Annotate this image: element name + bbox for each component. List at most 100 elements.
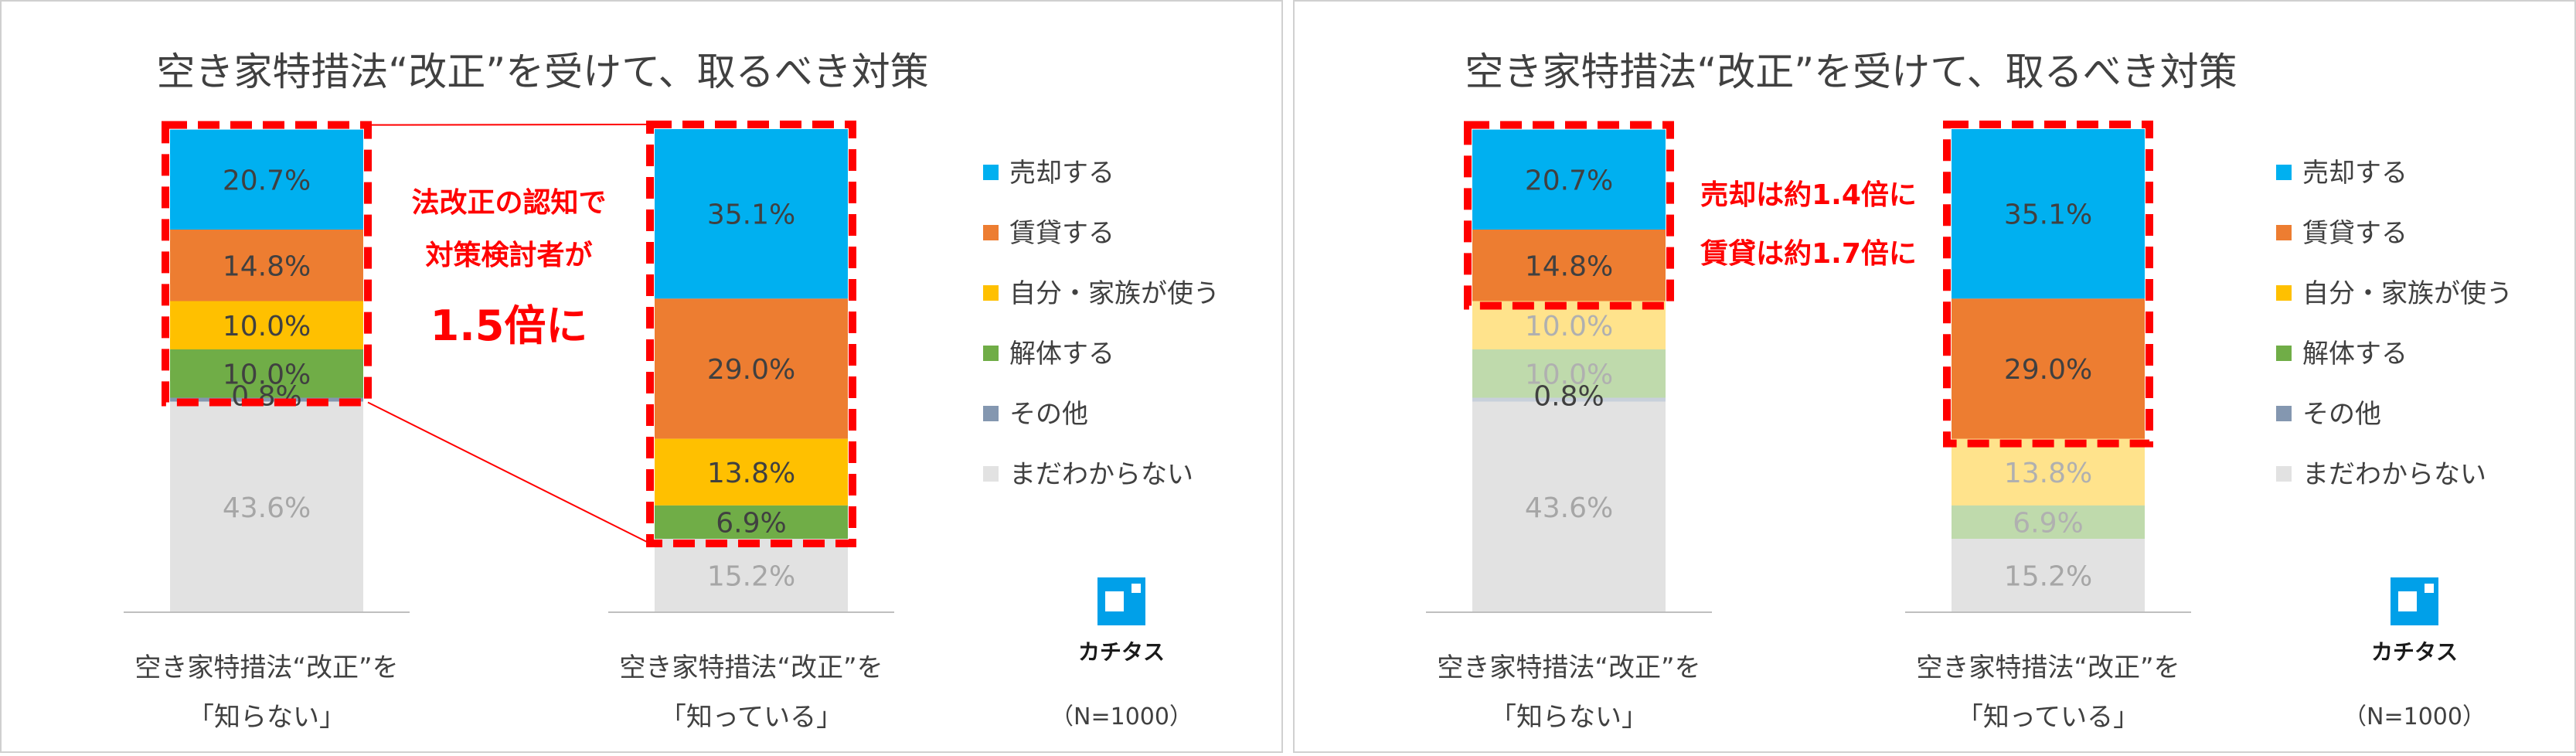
data-label-1-1: 29.0% (707, 354, 795, 386)
data-label-1-3: 6.9% (2013, 507, 2083, 539)
legend-label-0: 売却する (1009, 158, 1114, 189)
sample-size-note: （N=1000） (1050, 703, 1193, 730)
chart-title: 空き家特措法“改正”を受けて、取るべき対策 (156, 49, 928, 94)
data-label-1-0: 35.1% (707, 199, 795, 231)
data-label-0-4: 0.8% (231, 381, 301, 413)
chart-panel-left: 空き家特措法“改正”を受けて、取るべき対策 20.7% 14.8% 10.0% 10.0… (0, 0, 1283, 753)
kachitas-logo (2391, 577, 2438, 625)
logo-mark-inner (2398, 591, 2417, 611)
x-tick-label-0-b: 「知らない」 (1490, 702, 1648, 733)
logo-mark-dot (2425, 584, 2434, 593)
legend-swatch-3 (2276, 346, 2292, 361)
bar-segment-0-0 (170, 129, 363, 230)
x-tick-label-1-a: 空き家特措法“改正”を (1916, 652, 2180, 683)
bar-segment-0-5 (1472, 401, 1666, 612)
data-label-0-3: 10.0% (223, 359, 311, 390)
data-label-0-0: 20.7% (223, 165, 311, 196)
data-label-1-5: 15.2% (2004, 561, 2092, 593)
kachitas-logo (1097, 577, 1145, 625)
x-tick-label-1-b: 「知っている」 (1957, 702, 2139, 733)
bar-segment-0-4 (1472, 397, 1666, 402)
bar-segment-0-1 (1472, 230, 1666, 301)
bar-segment-1-2 (1952, 438, 2145, 506)
legend-label-3: 解体する (2302, 339, 2408, 369)
legend-label-5: まだわからない (1009, 459, 1193, 490)
logo-text: カチタス (2371, 639, 2458, 665)
data-label-1-2: 13.8% (707, 458, 795, 489)
legend-label-4: その他 (1009, 399, 1088, 430)
data-label-1-1: 29.0% (2004, 354, 2092, 386)
legend-swatch-0 (983, 165, 999, 180)
logo-mark-inner (1105, 591, 1124, 611)
legend-label-3: 解体する (1009, 339, 1114, 369)
bar-segment-0-1 (170, 230, 363, 301)
legend-swatch-1 (983, 225, 999, 240)
data-label-0-0: 20.7% (1525, 165, 1613, 196)
highlight-box-left (1464, 121, 1674, 310)
data-label-1-5: 15.2% (707, 561, 795, 593)
annotation-line-1: 売却は約1.4倍に (1700, 179, 1917, 211)
data-label-0-3: 10.0% (1525, 359, 1613, 390)
data-label-1-0: 35.1% (2004, 199, 2092, 231)
legend-swatch-5 (2276, 466, 2292, 482)
legend-swatch-4 (983, 406, 999, 421)
bar-segment-0-2 (170, 301, 363, 349)
annotation-line-1: 法改正の認知で (411, 187, 606, 219)
bar-segment-0-4 (170, 397, 363, 402)
legend-label-2: 自分・家族が使う (2302, 278, 2513, 309)
chart-svg: 空き家特措法“改正”を受けて、取るべき対策 20.7% 14.8% 10.0% 10.0… (1426, 49, 2513, 733)
logo-mark-dot (1131, 584, 1141, 593)
sample-size-note: （N=1000） (2343, 703, 2486, 730)
annotation-line-2: 賃貸は約1.7倍に (1700, 238, 1917, 270)
data-label-0-5: 43.6% (223, 492, 311, 524)
connector-bottom (367, 401, 651, 544)
legend-swatch-1 (2276, 225, 2292, 240)
legend-label-2: 自分・家族が使う (1009, 278, 1220, 309)
legend-label-4: その他 (2302, 399, 2381, 430)
data-label-0-4: 0.8% (1533, 381, 1604, 413)
bar-segment-1-0 (1952, 129, 2145, 299)
annotation-line-2: 対策検討者が (425, 240, 592, 271)
legend-label-1: 賃貸する (2302, 218, 2408, 249)
bar-segment-1-5 (655, 539, 848, 612)
chart-svg: 空き家特措法“改正”を受けて、取るべき対策 20.7% 14.8% 10.0% 10.0… (124, 49, 1220, 733)
data-label-0-1: 14.8% (223, 250, 311, 282)
x-tick-label-0-b: 「知らない」 (188, 702, 345, 733)
x-tick-label-1-a: 空き家特措法“改正”を (619, 652, 883, 683)
logo-text: カチタス (1078, 639, 1165, 665)
legend-label-5: まだわからない (2302, 459, 2486, 490)
bar-segment-1-2 (655, 438, 848, 506)
chart-title: 空き家特措法“改正”を受けて、取るべき対策 (1465, 49, 2237, 94)
x-tick-label-0-a: 空き家特措法“改正”を (134, 652, 398, 683)
bar-segment-0-3 (170, 349, 363, 398)
bar-segment-1-3 (1952, 505, 2145, 539)
data-label-1-3: 6.9% (716, 507, 786, 539)
legend-swatch-3 (983, 346, 999, 361)
legend-swatch-0 (2276, 165, 2292, 180)
legend-swatch-2 (983, 285, 999, 301)
highlight-box-right (1943, 121, 2153, 448)
x-tick-label-1-b: 「知っている」 (660, 702, 842, 733)
data-label-1-2: 13.8% (2004, 458, 2092, 489)
bar-segment-1-1 (1952, 298, 2145, 439)
bar-segment-0-2 (1472, 301, 1666, 349)
data-label-0-2: 10.0% (1525, 311, 1613, 342)
highlight-box-left (162, 121, 372, 407)
highlight-box-right (646, 121, 856, 547)
legend-label-0: 売却する (2302, 158, 2408, 189)
bar-segment-1-5 (1952, 539, 2145, 612)
bar-segment-1-0 (655, 129, 848, 299)
bar-segment-1-3 (655, 505, 848, 539)
bar-segment-0-5 (170, 401, 363, 612)
annotation-line-3: 1.5倍に (430, 301, 588, 350)
legend-swatch-5 (983, 466, 999, 482)
connector-top (367, 124, 651, 126)
data-label-0-1: 14.8% (1525, 250, 1613, 282)
x-tick-label-0-a: 空き家特措法“改正”を (1437, 652, 1700, 683)
legend-label-1: 賃貸する (1009, 218, 1114, 249)
bar-segment-0-3 (1472, 349, 1666, 398)
bar-segment-0-0 (1472, 129, 1666, 230)
bar-segment-1-1 (655, 298, 848, 439)
legend-swatch-2 (2276, 285, 2292, 301)
data-label-0-5: 43.6% (1525, 492, 1613, 524)
